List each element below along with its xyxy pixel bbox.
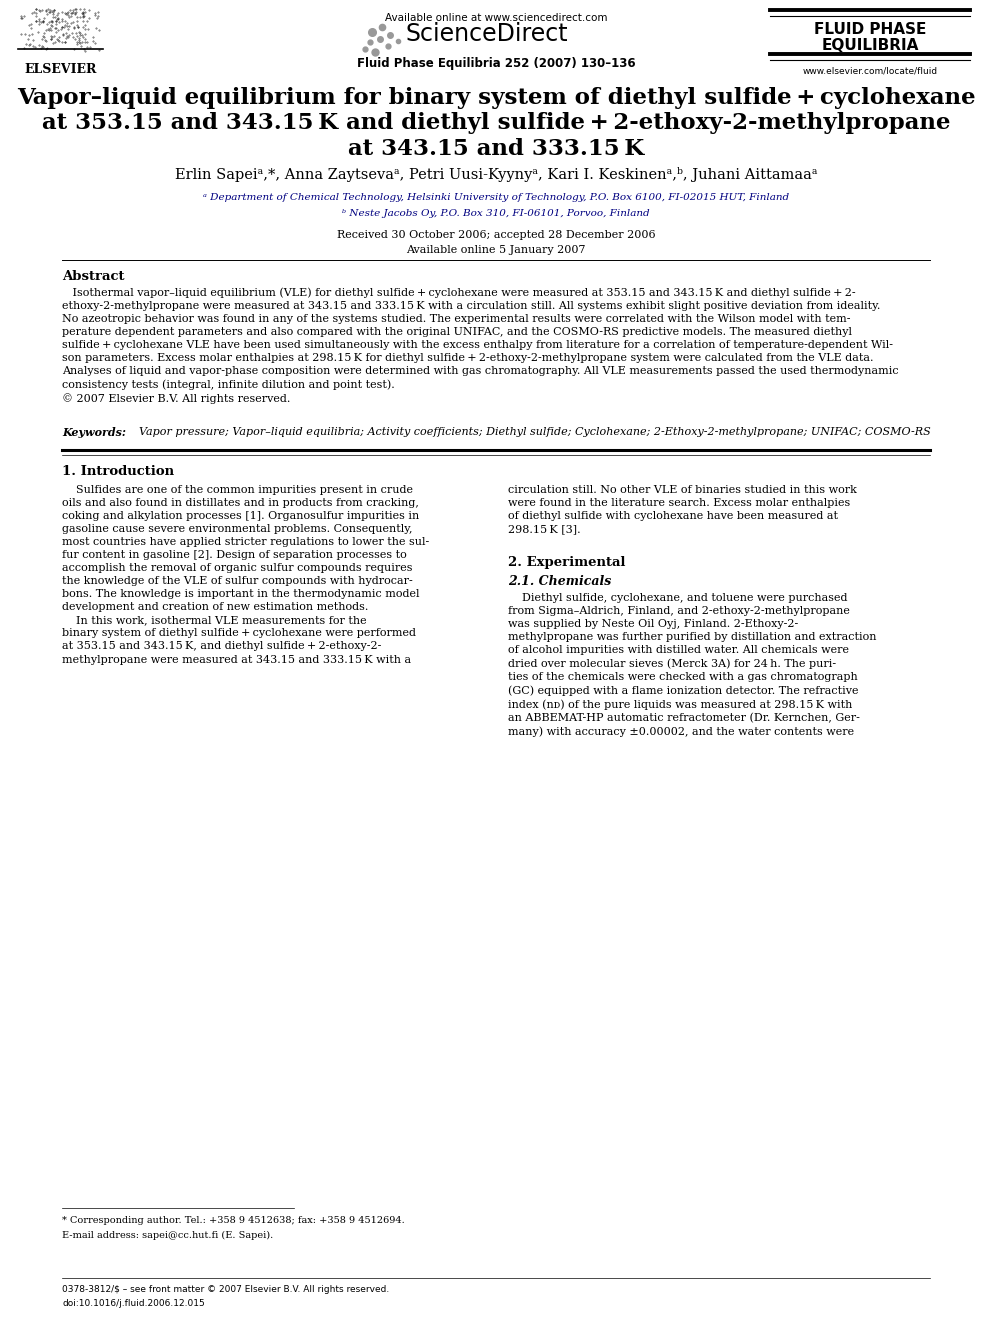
Text: doi:10.1016/j.fluid.2006.12.015: doi:10.1016/j.fluid.2006.12.015	[62, 1299, 204, 1308]
Text: Abstract: Abstract	[62, 270, 125, 283]
Text: 0378-3812/$ – see front matter © 2007 Elsevier B.V. All rights reserved.: 0378-3812/$ – see front matter © 2007 El…	[62, 1285, 389, 1294]
Text: at 343.15 and 333.15 K: at 343.15 and 333.15 K	[348, 138, 644, 160]
Text: ELSEVIER: ELSEVIER	[25, 64, 96, 75]
Text: Vapor pressure; Vapor–liquid equilibria; Activity coefficients; Diethyl sulfide;: Vapor pressure; Vapor–liquid equilibria;…	[132, 427, 930, 437]
Text: circulation still. No other VLE of binaries studied in this work
were found in t: circulation still. No other VLE of binar…	[508, 486, 857, 534]
Text: E-mail address: sapei@cc.hut.fi (E. Sapei).: E-mail address: sapei@cc.hut.fi (E. Sape…	[62, 1230, 273, 1240]
Text: ᵇ Neste Jacobs Oy, P.O. Box 310, FI-06101, Porvoo, Finland: ᵇ Neste Jacobs Oy, P.O. Box 310, FI-0610…	[342, 209, 650, 218]
Text: at 353.15 and 343.15 K and diethyl sulfide + 2-ethoxy-2-methylpropane: at 353.15 and 343.15 K and diethyl sulfi…	[42, 112, 950, 135]
Text: 1. Introduction: 1. Introduction	[62, 464, 175, 478]
Text: EQUILIBRIA: EQUILIBRIA	[821, 38, 919, 53]
Text: www.elsevier.com/locate/fluid: www.elsevier.com/locate/fluid	[803, 66, 937, 75]
Text: Erlin Sapeiᵃ,*, Anna Zaytsevaᵃ, Petri Uusi-Kyynyᵃ, Kari I. Keskinenᵃ,ᵇ, Juhani A: Erlin Sapeiᵃ,*, Anna Zaytsevaᵃ, Petri Uu…	[175, 167, 817, 183]
Text: 2. Experimental: 2. Experimental	[508, 556, 626, 569]
Text: Received 30 October 2006; accepted 28 December 2006: Received 30 October 2006; accepted 28 De…	[336, 230, 656, 239]
Text: * Corresponding author. Tel.: +358 9 4512638; fax: +358 9 4512694.: * Corresponding author. Tel.: +358 9 451…	[62, 1216, 405, 1225]
Text: Fluid Phase Equilibria 252 (2007) 130–136: Fluid Phase Equilibria 252 (2007) 130–13…	[357, 57, 635, 70]
Text: FLUID PHASE: FLUID PHASE	[813, 22, 927, 37]
Text: Sulfides are one of the common impurities present in crude
oils and also found i: Sulfides are one of the common impuritie…	[62, 486, 430, 664]
Text: ScienceDirect: ScienceDirect	[405, 22, 567, 46]
Text: Keywords:: Keywords:	[62, 427, 126, 438]
Text: Isothermal vapor–liquid equilibrium (VLE) for diethyl sulfide + cyclohexane were: Isothermal vapor–liquid equilibrium (VLE…	[62, 287, 899, 404]
Text: 2.1. Chemicals: 2.1. Chemicals	[508, 576, 611, 587]
Text: Vapor–liquid equilibrium for binary system of diethyl sulfide + cyclohexane: Vapor–liquid equilibrium for binary syst…	[17, 87, 975, 108]
Text: Available online 5 January 2007: Available online 5 January 2007	[407, 245, 585, 255]
Text: Diethyl sulfide, cyclohexane, and toluene were purchased
from Sigma–Aldrich, Fin: Diethyl sulfide, cyclohexane, and toluen…	[508, 593, 877, 737]
Text: ᵃ Department of Chemical Technology, Helsinki University of Technology, P.O. Box: ᵃ Department of Chemical Technology, Hel…	[203, 193, 789, 202]
Text: Available online at www.sciencedirect.com: Available online at www.sciencedirect.co…	[385, 13, 607, 22]
